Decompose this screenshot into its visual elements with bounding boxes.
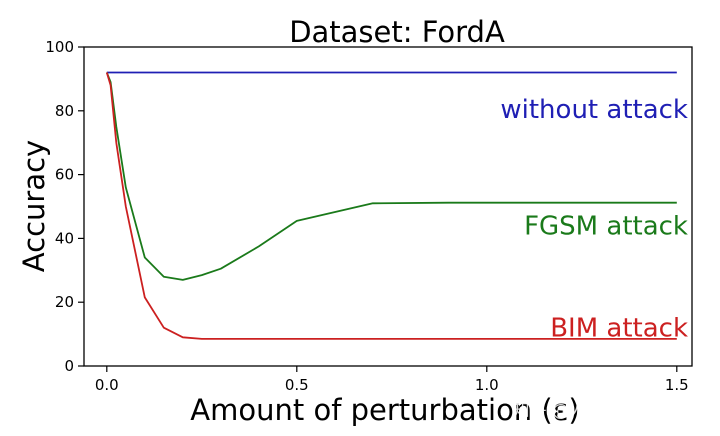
chart-title: Dataset: FordA [289, 15, 505, 49]
y-axis-label: Accuracy [17, 140, 51, 272]
x-tick-label: 0.5 [285, 376, 309, 394]
series-label-bim-attack: BIM attack [550, 314, 688, 344]
plot-area: 0 20 40 60 80 100 0.0 0.5 1.0 1.5 without attack FG… [45, 38, 693, 394]
series-label-without-attack: without attack [500, 95, 688, 125]
y-tick-label: 80 [55, 102, 74, 120]
watermark-text: 知乎 @人工智能学术前沿 [513, 401, 705, 421]
series-label-fgsm-attack: FGSM attack [524, 212, 688, 242]
y-tick-label: 60 [55, 166, 74, 184]
y-tick-label: 0 [64, 357, 74, 375]
y-tick-label: 100 [45, 38, 74, 56]
x-tick-label: 0.0 [95, 376, 119, 394]
x-axis-label: Amount of perturbation (ε) [190, 393, 579, 427]
x-tick-label: 1.0 [475, 376, 499, 394]
y-tick-label: 20 [55, 293, 74, 311]
x-tick-label: 1.5 [665, 376, 689, 394]
y-tick-label: 40 [55, 229, 74, 247]
series-line-fgsm-attack [105, 72, 677, 281]
series-line-bim-attack [105, 72, 677, 340]
axes-frame [83, 46, 693, 367]
